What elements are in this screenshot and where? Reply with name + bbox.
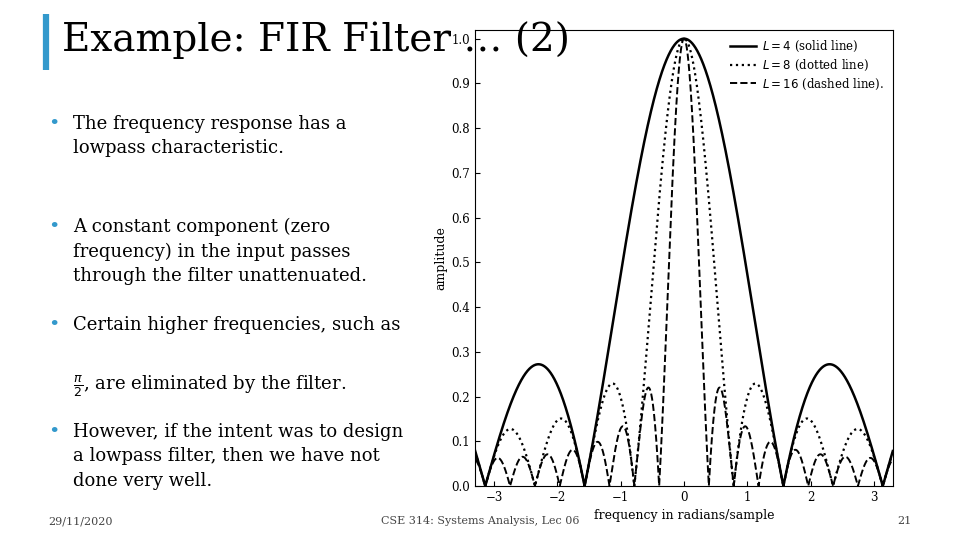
Text: •: • bbox=[48, 115, 60, 133]
Text: However, if the intent was to design
a lowpass filter, then we have not
done ver: However, if the intent was to design a l… bbox=[73, 423, 403, 490]
Text: Example: FIR Filter … (2): Example: FIR Filter … (2) bbox=[62, 22, 570, 59]
Text: 21: 21 bbox=[898, 516, 912, 526]
Text: Certain higher frequencies, such as: Certain higher frequencies, such as bbox=[73, 316, 400, 334]
Text: •: • bbox=[48, 218, 60, 236]
Text: CSE 314: Systems Analysis, Lec 06: CSE 314: Systems Analysis, Lec 06 bbox=[381, 516, 579, 526]
Text: The frequency response has a
lowpass characteristic.: The frequency response has a lowpass cha… bbox=[73, 115, 347, 158]
Text: $\frac{\pi}{2}$, are eliminated by the filter.: $\frac{\pi}{2}$, are eliminated by the f… bbox=[73, 374, 346, 400]
Legend: $L = 4$ (solid line), $L = 8$ (dotted line), $L = 16$ (dashed line).: $L = 4$ (solid line), $L = 8$ (dotted li… bbox=[726, 36, 887, 95]
Text: •: • bbox=[48, 316, 60, 334]
Text: A constant component (zero
frequency) in the input passes
through the filter una: A constant component (zero frequency) in… bbox=[73, 218, 367, 285]
Text: 29/11/2020: 29/11/2020 bbox=[48, 516, 112, 526]
Y-axis label: amplitude: amplitude bbox=[435, 226, 447, 290]
Text: •: • bbox=[48, 423, 60, 441]
X-axis label: frequency in radians/sample: frequency in radians/sample bbox=[593, 509, 775, 522]
